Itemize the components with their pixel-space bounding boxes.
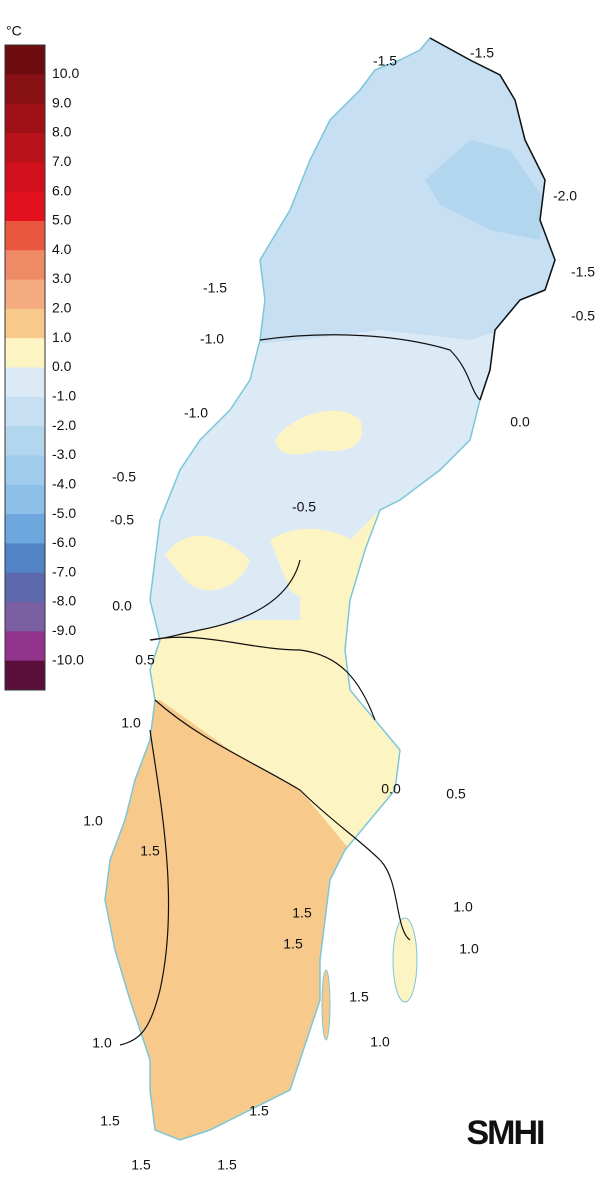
contour-label: 1.5 (131, 1157, 151, 1173)
legend-swatch (5, 602, 45, 632)
legend-label: 6.0 (52, 182, 72, 198)
legend-label: -5.0 (52, 505, 76, 521)
legend: 10.0 9.0 8.0 7.0 6.0 5.0 4.0 3.0 2.0 1.0 0.0 -1.0 -2… (4, 44, 84, 691)
legend-swatch (5, 45, 45, 75)
legend-swatch (5, 162, 45, 193)
legend-label: -8.0 (52, 593, 76, 609)
legend-swatch (5, 279, 45, 310)
contour-label: 0.5 (446, 786, 466, 802)
contour-label: -2.0 (553, 188, 577, 204)
legend-swatch (5, 426, 45, 456)
legend-swatch (5, 631, 45, 662)
contour-label: -0.5 (112, 469, 136, 485)
legend-label: -2.0 (52, 417, 76, 433)
contour-label: 0.5 (135, 652, 155, 668)
contour-label: 1.5 (217, 1157, 237, 1173)
legend-swatch (5, 660, 45, 691)
legend-label: -7.0 (52, 563, 76, 579)
legend-label: 9.0 (52, 94, 72, 110)
legend-swatch (5, 74, 45, 105)
contour-label: 1.5 (292, 905, 312, 921)
contour-label: 1.0 (370, 1034, 390, 1050)
legend-label: 3.0 (52, 270, 72, 286)
contour-label: -1.5 (571, 264, 595, 280)
contour-label: 1.0 (92, 1035, 112, 1051)
legend-label: -6.0 (52, 534, 76, 550)
legend-swatch (5, 455, 45, 486)
legend-swatch (5, 103, 45, 134)
contour-label: 1.5 (349, 989, 369, 1005)
gotland (392, 917, 418, 1003)
legend-label: 1.0 (52, 329, 72, 345)
contour-label: -0.5 (110, 512, 134, 528)
legend-swatch (5, 572, 45, 603)
contour-label: -1.0 (200, 331, 224, 347)
oland (321, 969, 331, 1041)
contour-label: -1.5 (470, 45, 494, 61)
legend-label: 2.0 (52, 300, 72, 316)
contour-label: 1.5 (249, 1103, 269, 1119)
legend-swatch (5, 396, 45, 427)
legend-swatch (5, 132, 45, 163)
legend-swatch (5, 250, 45, 281)
contour-label: 1.0 (459, 941, 479, 957)
legend-swatch (5, 514, 45, 544)
legend-label: 10.0 (52, 65, 79, 81)
legend-swatch (5, 191, 45, 222)
legend-label: 0.0 (52, 358, 72, 374)
legend-swatch (5, 338, 45, 368)
legend-label: 5.0 (52, 212, 72, 228)
contour-label: 0.0 (381, 781, 401, 797)
contour-label: -0.5 (571, 308, 595, 324)
contour-label: -1.0 (184, 405, 208, 421)
contour-label: 1.0 (121, 715, 141, 731)
legend-label: 7.0 (52, 153, 72, 169)
contour-label: 1.5 (140, 843, 160, 859)
contour-labels: -1.5 -1.5 -2.0 -1.5 -1.5 -0.5 -1.0 0.0 -1.0 -0.5 -… (83, 45, 595, 1173)
logo: SMHI (467, 1114, 545, 1152)
legend-swatch (5, 543, 45, 574)
legend-label: -3.0 (52, 446, 76, 462)
legend-label: -9.0 (52, 622, 76, 638)
contour-label: -1.5 (203, 280, 227, 296)
legend-frame (4, 44, 46, 691)
contour-label: -1.5 (373, 53, 397, 69)
contour-label: 0.0 (510, 414, 530, 430)
legend-swatch (5, 367, 45, 398)
legend-label: 4.0 (52, 241, 72, 257)
legend-swatch (5, 220, 45, 251)
contour-label: 1.0 (83, 813, 103, 829)
contour-label: 1.0 (453, 899, 473, 915)
contour-label: 1.5 (283, 936, 303, 952)
contour-lines (119, 334, 481, 1046)
legend-unit: °C (6, 23, 22, 39)
legend-label: 8.0 (52, 124, 72, 140)
border (429, 37, 556, 401)
legend-label: -1.0 (52, 388, 76, 404)
legend-swatch (5, 484, 45, 515)
legend-label: -4.0 (52, 475, 76, 491)
contour-label: -0.5 (292, 499, 316, 515)
legend-label: -10.0 (52, 651, 84, 667)
contour-label: 1.5 (100, 1113, 120, 1129)
contour-label: 0.0 (112, 598, 132, 614)
legend-swatch (5, 308, 45, 339)
